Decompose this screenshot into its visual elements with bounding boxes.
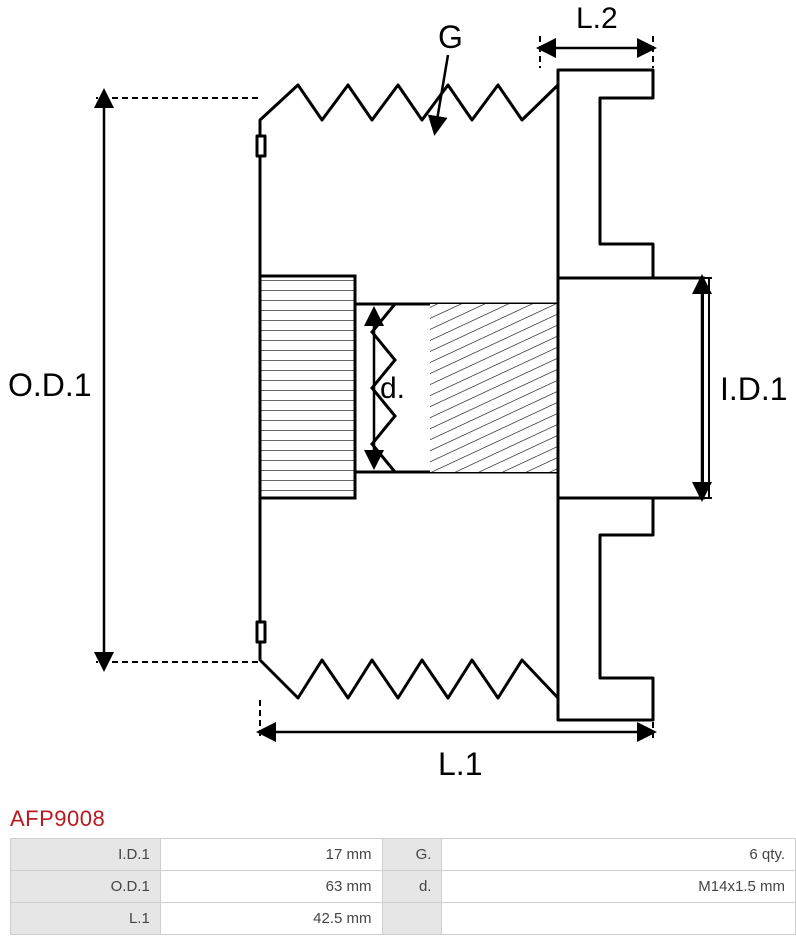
spec-value: 17 mm: [160, 839, 382, 871]
spec-table: I.D.117 mmG.6 qty.O.D.163 mmd.M14x1.5 mm…: [10, 838, 796, 935]
table-row: O.D.163 mmd.M14x1.5 mm: [11, 871, 796, 903]
dim-label-od1: O.D.1: [8, 367, 92, 403]
spec-value: 6 qty.: [442, 839, 796, 871]
spec-value: [442, 903, 796, 935]
spec-label: [382, 903, 442, 935]
spec-value: 42.5 mm: [160, 903, 382, 935]
dim-label-l2: L.2: [576, 2, 618, 35]
spec-label: L.1: [11, 903, 161, 935]
spec-label: I.D.1: [11, 839, 161, 871]
spec-label: O.D.1: [11, 871, 161, 903]
spec-label: d.: [382, 871, 442, 903]
dim-label-id1: I.D.1: [720, 371, 788, 407]
table-row: L.142.5 mm: [11, 903, 796, 935]
technical-diagram: O.D.1 I.D.1 L.1 L.2 G d.: [0, 0, 796, 800]
dim-label-g: G: [438, 19, 463, 55]
spec-label: G.: [382, 839, 442, 871]
dim-label-d: d.: [380, 372, 405, 405]
part-code: AFP9008: [10, 806, 796, 832]
table-row: I.D.117 mmG.6 qty.: [11, 839, 796, 871]
spec-value: M14x1.5 mm: [442, 871, 796, 903]
spec-value: 63 mm: [160, 871, 382, 903]
dim-label-l1: L.1: [438, 746, 482, 782]
